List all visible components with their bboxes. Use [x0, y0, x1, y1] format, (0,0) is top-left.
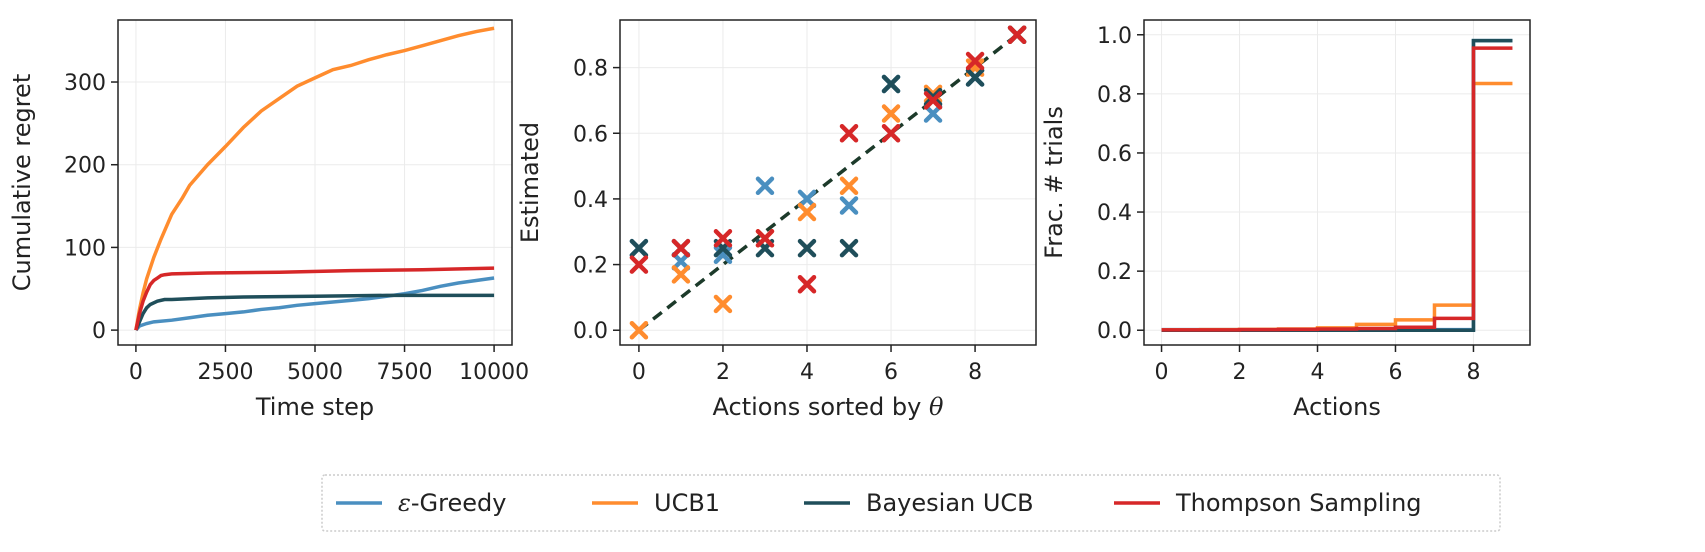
- series-line-bucb: [134, 293, 495, 331]
- marker-eps: [671, 252, 691, 271]
- marker-ucb1: [881, 104, 901, 123]
- y-tick-label: 0.4: [573, 188, 608, 213]
- legend-item-bucb: Bayesian UCB: [804, 489, 1034, 517]
- marker-ts: [671, 238, 691, 258]
- series-line-eps: [1161, 38, 1513, 332]
- marker-bucb: [797, 238, 817, 258]
- legend-label: ε-Greedy: [398, 489, 506, 517]
- x-tick-label: 0: [129, 360, 143, 385]
- y-tick-label: 0.6: [573, 122, 608, 147]
- axes-frame: [619, 19, 1037, 346]
- y-tick-label: 0.4: [1097, 201, 1132, 226]
- marker-bucb: [839, 238, 859, 258]
- estimate-panel: 0 2 4 6 8 0.0 0.2 0.4 0.6 0.8 Actions sorted by θ E…: [516, 19, 1037, 421]
- marker-ts: [713, 229, 733, 248]
- series-line-ucb1: [1161, 81, 1513, 332]
- plot-area: [134, 26, 495, 332]
- y-tick-label: 0.2: [573, 254, 608, 279]
- marker-bucb: [923, 87, 943, 107]
- series-line-ucb1: [134, 26, 495, 331]
- legend-item-ts: Thompson Sampling: [1114, 489, 1422, 517]
- legend-item-ucb1: UCB1: [592, 489, 720, 517]
- marker-bucb: [629, 238, 649, 258]
- x-axis-label: Actions: [1293, 393, 1381, 421]
- y-tick-label: 100: [64, 236, 106, 261]
- y-tick-label: 200: [64, 154, 106, 179]
- y-tick-label: 0.8: [573, 57, 608, 82]
- series-line-bucb: [1161, 38, 1513, 332]
- x-tick-label: 7500: [377, 360, 433, 385]
- axes-frame: [1143, 19, 1531, 346]
- marker-ts: [881, 124, 901, 143]
- y-tick-label: 0.0: [1097, 319, 1132, 344]
- series-line-ts: [134, 266, 495, 331]
- legend-label: Bayesian UCB: [866, 489, 1034, 517]
- marker-eps: [797, 189, 817, 209]
- legend-label: UCB1: [654, 489, 720, 517]
- marker-ts: [923, 91, 943, 110]
- x-tick-label: 2: [1233, 360, 1247, 385]
- marker-ucb1: [629, 320, 649, 340]
- series-line-ts: [1161, 46, 1513, 332]
- x-axis-label: Actions sorted by θ: [713, 393, 944, 421]
- trials-panel: 0 2 4 6 8 0.0 0.2 0.4 0.6 0.8 1.0 Actions Frac. # tr…: [1040, 19, 1531, 421]
- marker-ts: [629, 255, 649, 274]
- plot-area: [1161, 38, 1513, 332]
- x-tick-label: 0: [632, 360, 646, 385]
- x-axis-label: Time step: [255, 393, 374, 421]
- legend-item-eps: ε-Greedy: [336, 489, 506, 517]
- marker-eps: [755, 176, 775, 196]
- marker-ucb1: [797, 202, 817, 222]
- y-axis-label: Cumulative regret: [8, 74, 36, 291]
- y-axis-label: Frac. # trials: [1040, 106, 1068, 259]
- legend-label: Thompson Sampling: [1175, 489, 1422, 517]
- marker-ts: [797, 275, 817, 294]
- x-tick-label: 4: [1311, 360, 1325, 385]
- x-tick-label: 8: [968, 360, 982, 385]
- x-tick-label: 5000: [287, 360, 343, 385]
- regret-panel: 0 2500 5000 7500 10000 0 100 200 300 Time step Cum…: [8, 19, 529, 421]
- marker-eps: [923, 104, 943, 123]
- marker-eps: [839, 196, 859, 215]
- y-axis-label: Estimated: [516, 122, 544, 243]
- y-tick-label: 0: [92, 319, 106, 344]
- marker-ts: [755, 229, 775, 248]
- x-tick-label: 6: [884, 360, 898, 385]
- x-tick-label: 2500: [197, 360, 253, 385]
- legend: ε-Greedy UCB1 Bayesian UCB Thompson Samplin…: [321, 474, 1501, 532]
- x-tick-label: 8: [1466, 360, 1480, 385]
- series-line-eps: [134, 276, 495, 332]
- marker-ts: [1007, 25, 1027, 45]
- marker-ucb1: [671, 265, 691, 284]
- y-tick-label: 300: [64, 71, 106, 96]
- identity-line: [637, 33, 1019, 332]
- marker-ts: [965, 51, 985, 71]
- x-tick-label: 10000: [459, 360, 529, 385]
- y-tick-label: 0.2: [1097, 260, 1132, 285]
- legend-box: [321, 474, 1501, 532]
- x-tick-label: 2: [716, 360, 730, 385]
- y-tick-label: 0.6: [1097, 142, 1132, 167]
- x-tick-label: 4: [800, 360, 814, 385]
- y-tick-label: 0.8: [1097, 83, 1132, 108]
- x-tick-label: 6: [1388, 360, 1402, 385]
- marker-ucb1: [839, 176, 859, 196]
- marker-bucb: [965, 68, 985, 87]
- x-tick-label: 0: [1155, 360, 1169, 385]
- marker-ucb1: [713, 294, 733, 314]
- marker-ts: [839, 124, 859, 143]
- plot-area: [629, 25, 1027, 340]
- y-tick-label: 1.0: [1097, 24, 1132, 49]
- marker-bucb: [881, 74, 901, 94]
- y-tick-label: 0.0: [573, 319, 608, 344]
